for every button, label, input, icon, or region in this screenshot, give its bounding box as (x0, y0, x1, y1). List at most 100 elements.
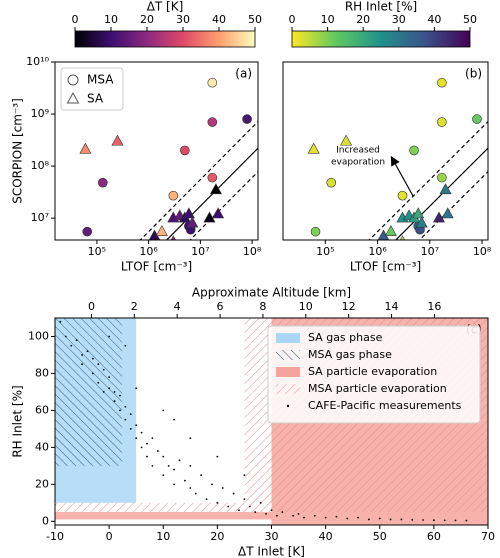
y-tick-label: 80 (35, 366, 49, 379)
point (102, 391, 105, 393)
x2-tick-label: 10 (299, 300, 313, 313)
point (389, 518, 392, 521)
point (91, 372, 94, 375)
point (135, 387, 138, 390)
x-tick-label: 20 (210, 530, 224, 543)
legend-marker (286, 404, 290, 408)
point (297, 513, 300, 515)
colorbar-tick-label: 50 (463, 13, 477, 26)
point (216, 455, 219, 458)
reference-line (418, 171, 488, 240)
point (313, 514, 316, 517)
point (156, 450, 159, 452)
point (170, 235, 176, 240)
point (411, 518, 414, 521)
point (454, 519, 457, 522)
x-axis-label: LTOF [cm⁻³] (350, 260, 421, 274)
reference-line (394, 147, 488, 240)
point (422, 519, 424, 521)
colorbar-tick-label: 10 (104, 13, 118, 26)
point (113, 391, 116, 393)
point (276, 514, 278, 517)
point (97, 381, 100, 384)
x2-tick-label: 12 (342, 300, 356, 313)
point (119, 409, 121, 412)
point (412, 207, 425, 219)
colorbar-label: ΔT [K] (147, 0, 184, 14)
y-tick-label: 60 (35, 403, 49, 416)
point (108, 387, 111, 390)
point (173, 468, 175, 471)
point (207, 117, 218, 127)
legend-label: MSA gas phase (308, 348, 392, 361)
point (441, 207, 454, 219)
x-tick-label: 0 (106, 530, 113, 543)
y-tick-label: 10⁸ (31, 159, 50, 172)
point (432, 211, 446, 223)
plot-area (79, 77, 258, 240)
point (207, 77, 218, 88)
point (81, 354, 83, 356)
point (91, 357, 94, 360)
x-tick-label: 10⁵ (316, 245, 334, 258)
point (64, 335, 67, 338)
point (211, 483, 213, 486)
point (189, 437, 192, 440)
x-tick-label: 30 (265, 530, 279, 543)
colorbar-tick-label: 50 (248, 13, 262, 26)
point (194, 492, 197, 495)
point (212, 207, 225, 219)
point (124, 418, 127, 421)
plot-frame (282, 61, 489, 241)
legend-label: SA particle evaporation (308, 365, 437, 378)
point (465, 519, 468, 522)
point (102, 368, 105, 371)
point (151, 464, 154, 467)
colorbar-tick-label: 20 (140, 13, 154, 26)
point (232, 492, 235, 495)
point (189, 464, 192, 467)
region (55, 502, 245, 513)
point (70, 344, 73, 347)
legend-label: MSA (87, 73, 114, 87)
x-tick-label: 10⁶ (368, 245, 387, 258)
point (270, 509, 273, 512)
point (168, 190, 179, 201)
point (259, 501, 262, 504)
point (81, 363, 83, 366)
x2-tick-label: 14 (385, 300, 399, 313)
point (162, 455, 165, 458)
point (151, 437, 154, 440)
point (368, 518, 370, 521)
point (248, 505, 251, 508)
panel-label: (b) (465, 67, 482, 81)
annotation-arrow (390, 155, 414, 197)
y-tick-label: 10⁹ (31, 107, 49, 120)
point (409, 145, 419, 156)
point (400, 518, 403, 521)
point (108, 335, 111, 338)
colorbar-tick-label: 40 (427, 13, 441, 26)
y-tick-label: 40 (35, 440, 49, 453)
point (432, 519, 435, 522)
point (324, 516, 327, 519)
point (140, 446, 143, 449)
point (399, 235, 406, 240)
legend-marker (67, 74, 79, 86)
point (189, 487, 192, 489)
point (119, 394, 121, 397)
point (384, 225, 397, 236)
colorbar-tick-label: 10 (321, 13, 335, 26)
colorbar-label: RH Inlet [%] (345, 0, 417, 14)
point (203, 211, 216, 223)
point (97, 177, 108, 188)
x-tick-label: 10⁶ (139, 245, 158, 258)
point (443, 519, 446, 522)
legend-patch (276, 333, 300, 343)
x2-tick-label: 0 (88, 300, 95, 313)
x-tick-label: 10⁸ (243, 245, 262, 258)
point (238, 509, 240, 512)
colorbar-tick-label: 30 (176, 13, 190, 26)
point (79, 142, 92, 154)
point (75, 339, 78, 342)
